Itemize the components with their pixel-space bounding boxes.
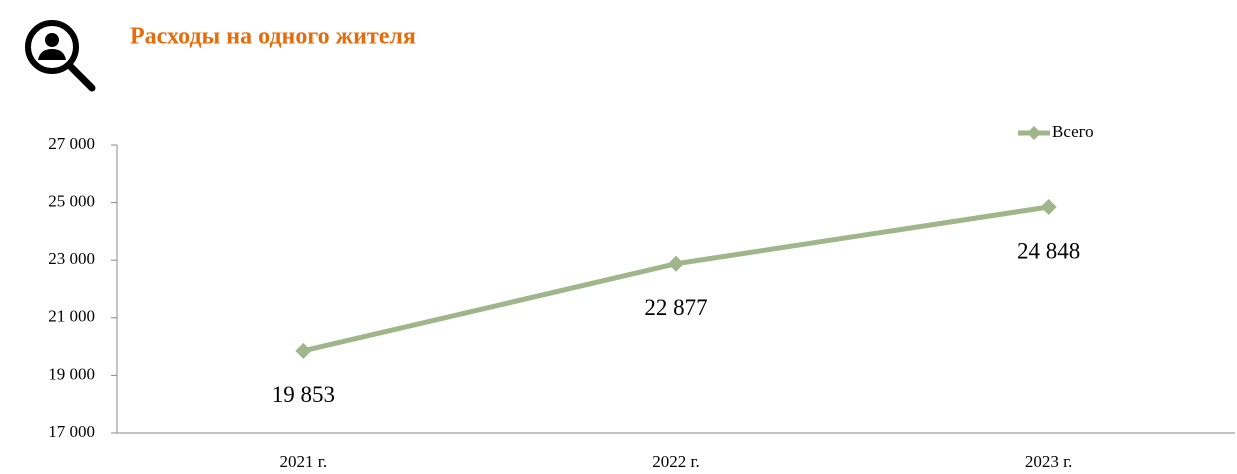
x-tick-label: 2022 г. xyxy=(652,452,700,471)
data-label: 24 848 xyxy=(1017,238,1080,263)
data-label: 19 853 xyxy=(272,382,335,407)
point-marker xyxy=(668,255,684,272)
y-tick-label: 23 000 xyxy=(48,249,95,268)
legend-label: Всего xyxy=(1052,122,1094,141)
point-marker xyxy=(295,342,312,359)
chart-title: Расходы на одного жителя xyxy=(130,24,416,50)
y-tick-label: 27 000 xyxy=(48,134,95,153)
y-tick-label: 17 000 xyxy=(48,422,95,441)
x-tick-label: 2023 г. xyxy=(1025,452,1073,471)
legend-marker xyxy=(1027,126,1041,140)
y-tick-label: 19 000 xyxy=(48,364,95,383)
point-marker xyxy=(1040,198,1057,215)
y-tick-label: 21 000 xyxy=(48,307,95,326)
x-tick-label: 2021 г. xyxy=(280,452,328,471)
data-label: 22 877 xyxy=(644,295,707,320)
y-tick-label: 25 000 xyxy=(48,192,95,211)
icon xyxy=(25,20,96,92)
series-line xyxy=(302,204,1050,354)
